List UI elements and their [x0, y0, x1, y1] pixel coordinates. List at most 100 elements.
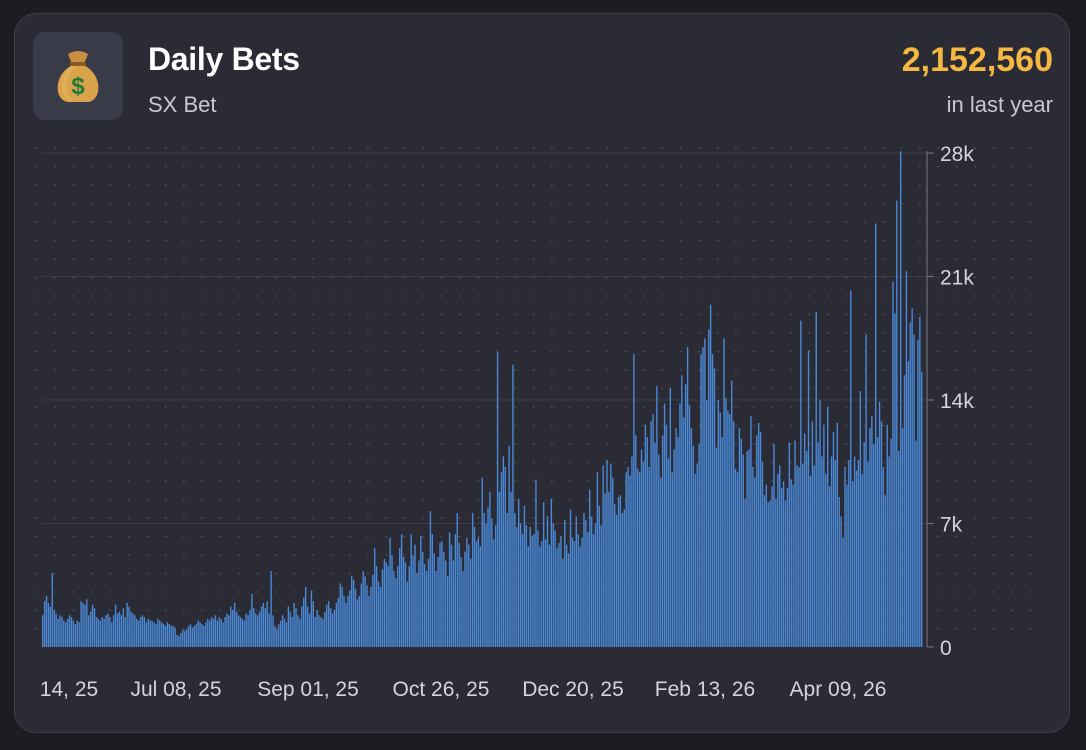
bar [299, 618, 301, 647]
bar [675, 428, 677, 647]
bar [124, 617, 126, 647]
bar [345, 602, 347, 647]
bar [652, 414, 654, 647]
bar [888, 456, 890, 647]
bar [354, 588, 357, 647]
bar [162, 624, 165, 647]
bar [63, 620, 65, 647]
x-tick-label: Apr 09, 26 [790, 678, 887, 701]
bar [894, 313, 896, 647]
bar [840, 516, 842, 647]
bar [439, 542, 441, 647]
bar [625, 472, 627, 647]
bar [875, 223, 877, 647]
bar [619, 495, 622, 647]
bar [266, 601, 268, 647]
bar [757, 422, 760, 647]
bar [289, 611, 291, 647]
bar [456, 512, 458, 647]
bar [420, 535, 422, 647]
y-tick-label: 7k [940, 514, 963, 537]
bar [452, 560, 455, 647]
bar [867, 461, 869, 647]
bar [49, 606, 52, 647]
bar [592, 534, 595, 647]
bar [518, 498, 520, 647]
bar [886, 424, 888, 647]
bar [846, 484, 848, 647]
bar [207, 618, 209, 647]
bar [525, 525, 528, 647]
bar [61, 617, 63, 647]
bar [802, 463, 804, 647]
bar [717, 400, 720, 647]
bar [109, 617, 111, 647]
bar [197, 620, 199, 647]
bar [243, 620, 245, 647]
bar [180, 632, 182, 647]
bar [280, 620, 282, 647]
bar [397, 565, 399, 647]
bar [78, 622, 80, 647]
bar [671, 472, 673, 647]
bar [228, 615, 230, 647]
bar [134, 615, 136, 647]
bar [876, 437, 879, 647]
bar [205, 622, 207, 647]
bar [673, 449, 675, 647]
bar [189, 624, 192, 647]
bar [813, 465, 815, 647]
bar [521, 534, 524, 647]
bar [318, 615, 320, 647]
bar [665, 424, 668, 647]
bar [516, 527, 518, 647]
bar [385, 562, 387, 647]
bar [882, 467, 885, 647]
bar [838, 497, 840, 647]
bar [201, 624, 203, 647]
bar [352, 579, 355, 647]
bar [149, 620, 151, 647]
bar [782, 481, 785, 647]
bar [84, 604, 86, 647]
bar [541, 541, 543, 647]
bar [141, 615, 144, 647]
bar [483, 512, 485, 647]
bar [571, 537, 574, 647]
bar [251, 594, 253, 647]
bar [825, 474, 827, 647]
bar [564, 519, 566, 647]
bar [337, 597, 339, 647]
bar [237, 615, 240, 647]
bar [220, 618, 222, 647]
bar [539, 546, 541, 647]
bar [45, 595, 48, 647]
bar [383, 558, 386, 647]
bar [468, 544, 470, 647]
bar [329, 608, 332, 647]
bar [437, 557, 439, 647]
bar [389, 537, 391, 647]
card-subtitle: SX Bet [148, 92, 217, 117]
bar [166, 622, 169, 647]
bar [811, 421, 814, 647]
bar [312, 601, 315, 647]
bar [496, 352, 499, 647]
bar [414, 544, 416, 647]
bar [506, 512, 508, 647]
bar [360, 583, 362, 647]
bar [600, 525, 602, 647]
bar [769, 500, 771, 647]
bar [504, 467, 506, 647]
bar [339, 583, 341, 647]
bar [111, 622, 113, 647]
bar [721, 437, 723, 647]
bar [890, 438, 892, 647]
bar [335, 602, 338, 647]
bar [903, 375, 906, 647]
bar [738, 428, 741, 647]
bar [798, 467, 800, 647]
bar [256, 615, 259, 647]
bar [481, 477, 483, 647]
bar [809, 475, 812, 647]
